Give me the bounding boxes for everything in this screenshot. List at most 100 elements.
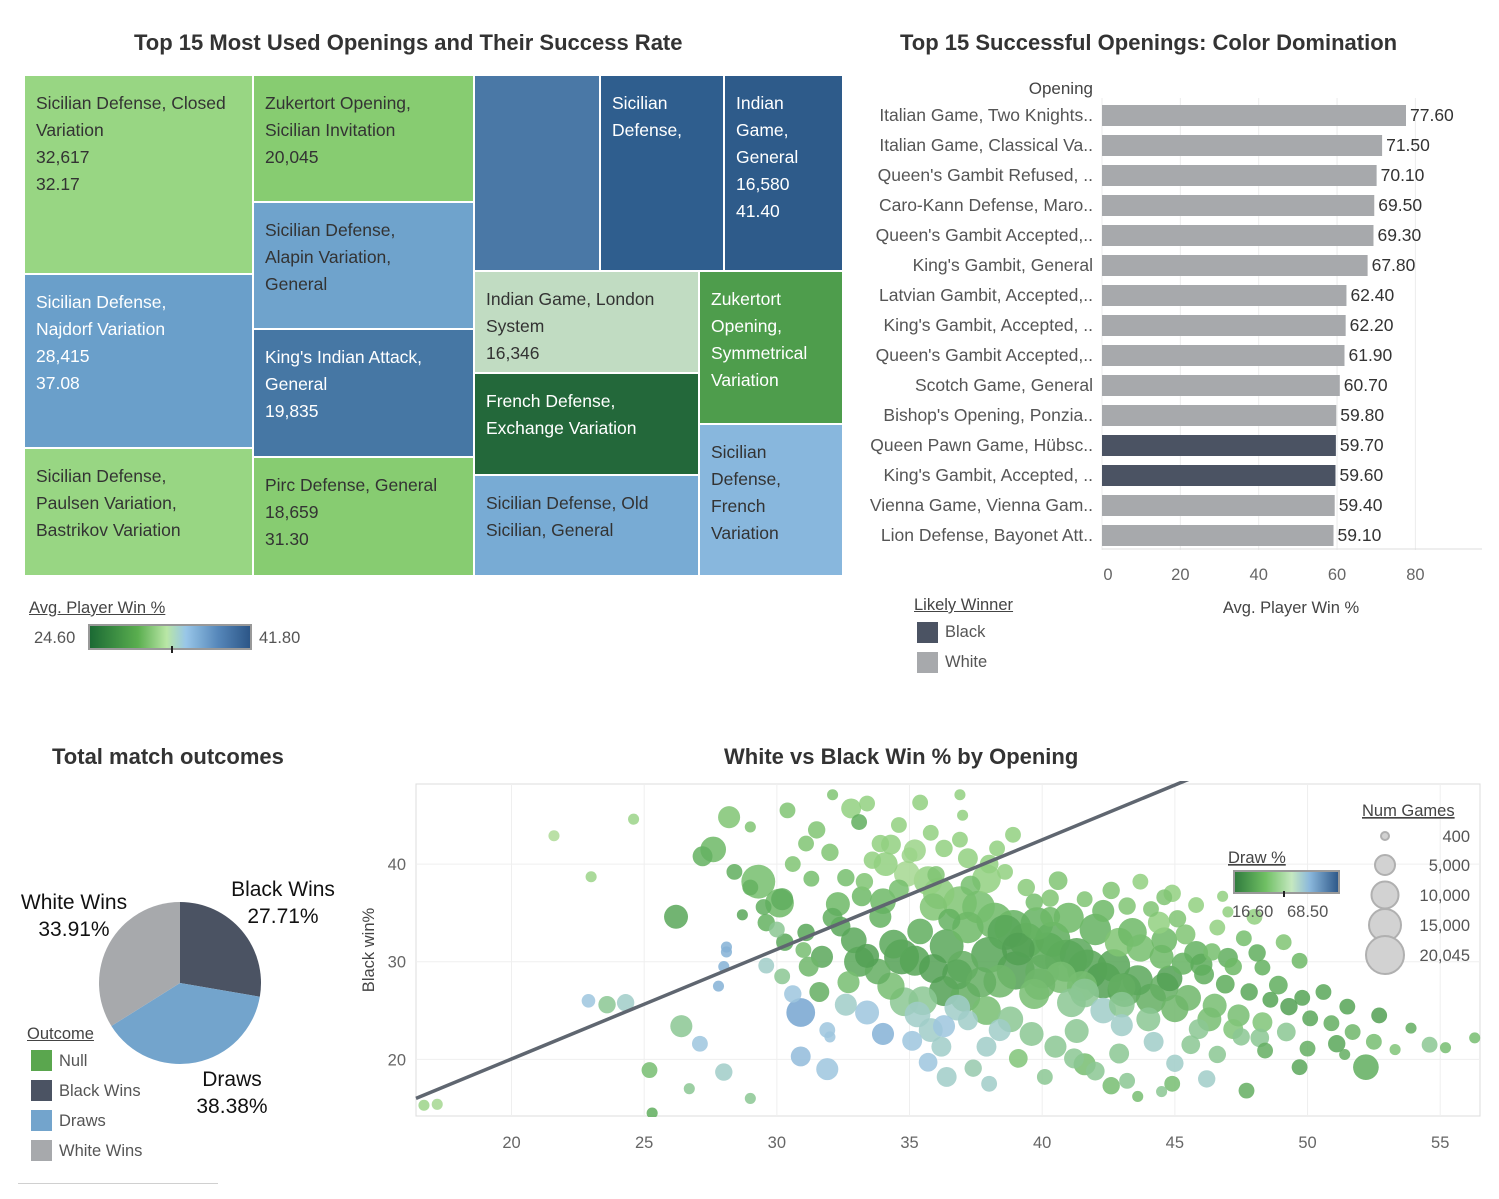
treemap-tile-label: 16,346 <box>486 343 540 363</box>
scatter-point <box>755 899 772 915</box>
scatter-point <box>1240 983 1258 1001</box>
scatter-point <box>855 872 874 891</box>
bar <box>1102 165 1377 186</box>
bar-category-label: Italian Game, Classical Va.. <box>879 135 1093 155</box>
treemap-tile-label: 31.30 <box>265 529 309 549</box>
scatter-point <box>585 871 597 883</box>
treemap-tile[interactable]: Sicilian Defense, Paulsen Variation, Bastr… <box>24 448 253 576</box>
outcome-legend-label-draws: Draws <box>59 1112 106 1130</box>
scatter-point <box>1246 908 1263 925</box>
scatter-point <box>1235 930 1252 947</box>
scatter-point <box>1168 910 1187 928</box>
outcome-legend-swatch-black <box>31 1080 52 1101</box>
scatter-point <box>1469 1032 1481 1044</box>
scatter-point <box>821 843 839 862</box>
treemap-gradient-marker <box>171 646 173 653</box>
treemap-tile-label: 20,045 <box>265 147 319 167</box>
scatter-point <box>1439 1042 1452 1054</box>
scatter-point <box>1250 1028 1270 1048</box>
treemap-tile-label: Alapin Variation, <box>265 247 392 267</box>
scatter-point <box>1315 984 1332 1000</box>
bar-category-label: King's Gambit, General <box>913 255 1093 275</box>
treemap-legend-min: 24.60 <box>34 629 76 647</box>
scatter-x-tick-label: 35 <box>900 1134 918 1152</box>
scatter-y-tick-label: 20 <box>388 1051 406 1069</box>
treemap-tile[interactable]: Zukertort Opening, Symmetrical Variation <box>699 271 843 424</box>
scatter-point <box>795 942 812 958</box>
scatter-point <box>1222 906 1234 918</box>
scatter-point <box>931 1036 952 1057</box>
treemap-legend-title: Avg. Player Win % <box>29 599 166 617</box>
scatter-point <box>932 1015 956 1038</box>
treemap-tile[interactable]: Sicilian Defense, Closed Variation 32,617 3… <box>24 75 253 274</box>
bar <box>1102 495 1335 516</box>
treemap-tile-label: 18,659 <box>265 502 319 522</box>
treemap-tile[interactable]: Sicilian Defense, <box>600 75 724 271</box>
scatter-point <box>837 971 860 994</box>
treemap-tile[interactable]: Sicilian Defense, Old Sicilian, General <box>474 475 699 576</box>
bar-opening-header: Opening <box>1029 79 1093 98</box>
scatter-point <box>902 1030 923 1051</box>
scatter-point <box>1257 1042 1274 1059</box>
treemap-tile[interactable]: Zukertort Opening, Sicilian Invitation 20,… <box>253 75 474 202</box>
bar-value-label: 59.40 <box>1339 495 1383 515</box>
scatter-point <box>1280 997 1298 1016</box>
scatter-point <box>824 1031 836 1043</box>
outcome-legend-title: Outcome <box>27 1025 94 1043</box>
treemap-tile[interactable]: Sicilian Defense, Najdorf Variation 28,415… <box>24 274 253 448</box>
treemap-tile[interactable]: Sicilian Defense, French Variation <box>699 424 843 576</box>
scatter-point <box>726 863 743 880</box>
scatter-point <box>670 1015 693 1038</box>
scatter-point <box>952 831 968 848</box>
treemap-tile-label: Sicilian Defense, <box>36 292 167 312</box>
scatter-point <box>1405 1022 1417 1034</box>
scatter-point <box>1299 1040 1316 1057</box>
treemap-tile[interactable]: French Defense, Exchange Variation <box>474 373 699 475</box>
scatter-point <box>1076 891 1093 908</box>
winner-legend-label-black: Black <box>945 623 986 641</box>
scatter-point <box>1202 993 1227 1018</box>
scatter-point <box>803 870 820 887</box>
treemap-tile[interactable]: Sicilian Defense, Alapin Variation, Genera… <box>253 202 474 329</box>
draw-legend-max: 68.50 <box>1287 903 1328 921</box>
scatter-point <box>912 794 929 811</box>
bar-category-label: King's Gambit, Accepted, .. <box>883 465 1093 485</box>
scatter-point <box>1041 889 1059 907</box>
scatter-point <box>1040 906 1061 927</box>
treemap-tile-label: Sicilian <box>612 93 668 113</box>
bar-value-label: 59.60 <box>1339 465 1383 485</box>
scatter-point <box>1276 1022 1296 1042</box>
treemap-tile[interactable]: King's Indian Attack, General 19,835 <box>253 329 474 457</box>
scatter-point <box>989 840 1006 857</box>
pie-label-draws-name: Draws <box>202 1068 262 1091</box>
scatter-point <box>683 1083 695 1095</box>
scatter-point <box>827 789 839 801</box>
outcome-legend-label-white: White Wins <box>59 1142 143 1160</box>
treemap-tile[interactable] <box>474 75 600 271</box>
treemap-tile-label: Variation <box>711 370 779 390</box>
scatter-x-tick-label: 40 <box>1033 1134 1051 1152</box>
scatter-point <box>1275 934 1292 951</box>
treemap-tile-label: King's Indian Attack, <box>265 347 423 367</box>
treemap-tile-label: 41.40 <box>736 201 780 221</box>
bar-value-label: 59.80 <box>1340 405 1384 425</box>
treemap-tile-label: 28,415 <box>36 346 90 366</box>
treemap-tile-label: 32.17 <box>36 174 80 194</box>
scatter-point <box>966 967 997 998</box>
scatter-point <box>1248 944 1266 962</box>
scatter-point <box>1215 974 1235 994</box>
size-legend-circle <box>1370 880 1400 910</box>
treemap-tile-label: Najdorf Variation <box>36 319 166 339</box>
winner-legend-swatch-black <box>917 622 938 643</box>
scatter-point <box>1057 988 1086 1018</box>
treemap-tile-label: Indian <box>736 93 784 113</box>
treemap-tile-label: Sicilian Defense, Old <box>486 493 649 513</box>
treemap-tile[interactable]: Indian Game, General 16,580 41.40 <box>724 75 843 271</box>
scatter-point <box>907 918 933 945</box>
scatter-point <box>834 993 857 1016</box>
treemap-tile[interactable]: Pirc Defense, General 18,659 31.30 <box>253 457 474 576</box>
scatter-point <box>1053 902 1084 933</box>
bar <box>1102 225 1374 246</box>
treemap-tile[interactable]: Indian Game, London System 16,346 <box>474 271 699 373</box>
scatter-point <box>1198 1070 1216 1088</box>
